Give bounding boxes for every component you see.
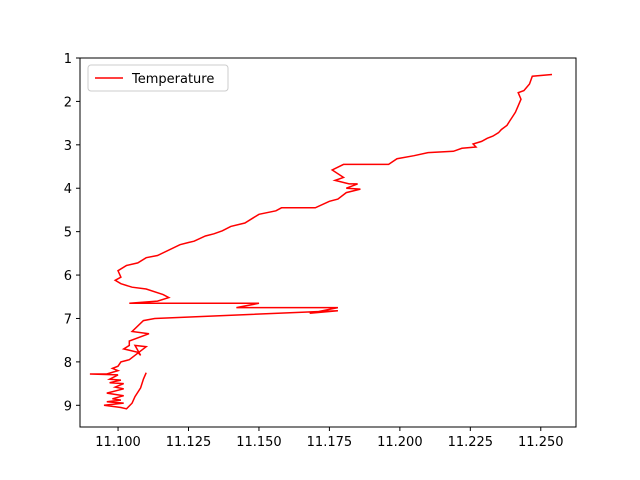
- y-tick-label: 9: [64, 399, 72, 414]
- y-tick-label: 6: [64, 269, 72, 284]
- y-tick-label: 3: [64, 139, 72, 154]
- x-tick-label: 11.100: [95, 435, 141, 450]
- y-tick-label: 1: [64, 52, 72, 67]
- y-tick-label: 2: [64, 95, 72, 110]
- x-tick-label: 11.200: [377, 435, 423, 450]
- legend-label: Temperature: [131, 72, 214, 87]
- x-tick-label: 11.150: [236, 435, 282, 450]
- series-line-0: [89, 73, 553, 410]
- x-tick-label: 11.175: [307, 435, 353, 450]
- y-tick-label: 4: [64, 182, 72, 197]
- legend-box: [87, 64, 229, 92]
- y-tick-label: 7: [64, 312, 72, 327]
- x-tick-label: 11.250: [518, 435, 564, 450]
- x-tick-label: 11.225: [448, 435, 494, 450]
- axes: 11.100 11.125 11.150 11.175 11.200 11.225 11.2…: [64, 52, 577, 450]
- plot-area: [89, 73, 553, 410]
- y-tick-label: 8: [64, 356, 72, 371]
- axes-frame: [79, 57, 577, 428]
- legend: Temperature: [87, 64, 229, 92]
- x-tick-label: 11.125: [166, 435, 212, 450]
- y-tick-label: 5: [64, 226, 72, 241]
